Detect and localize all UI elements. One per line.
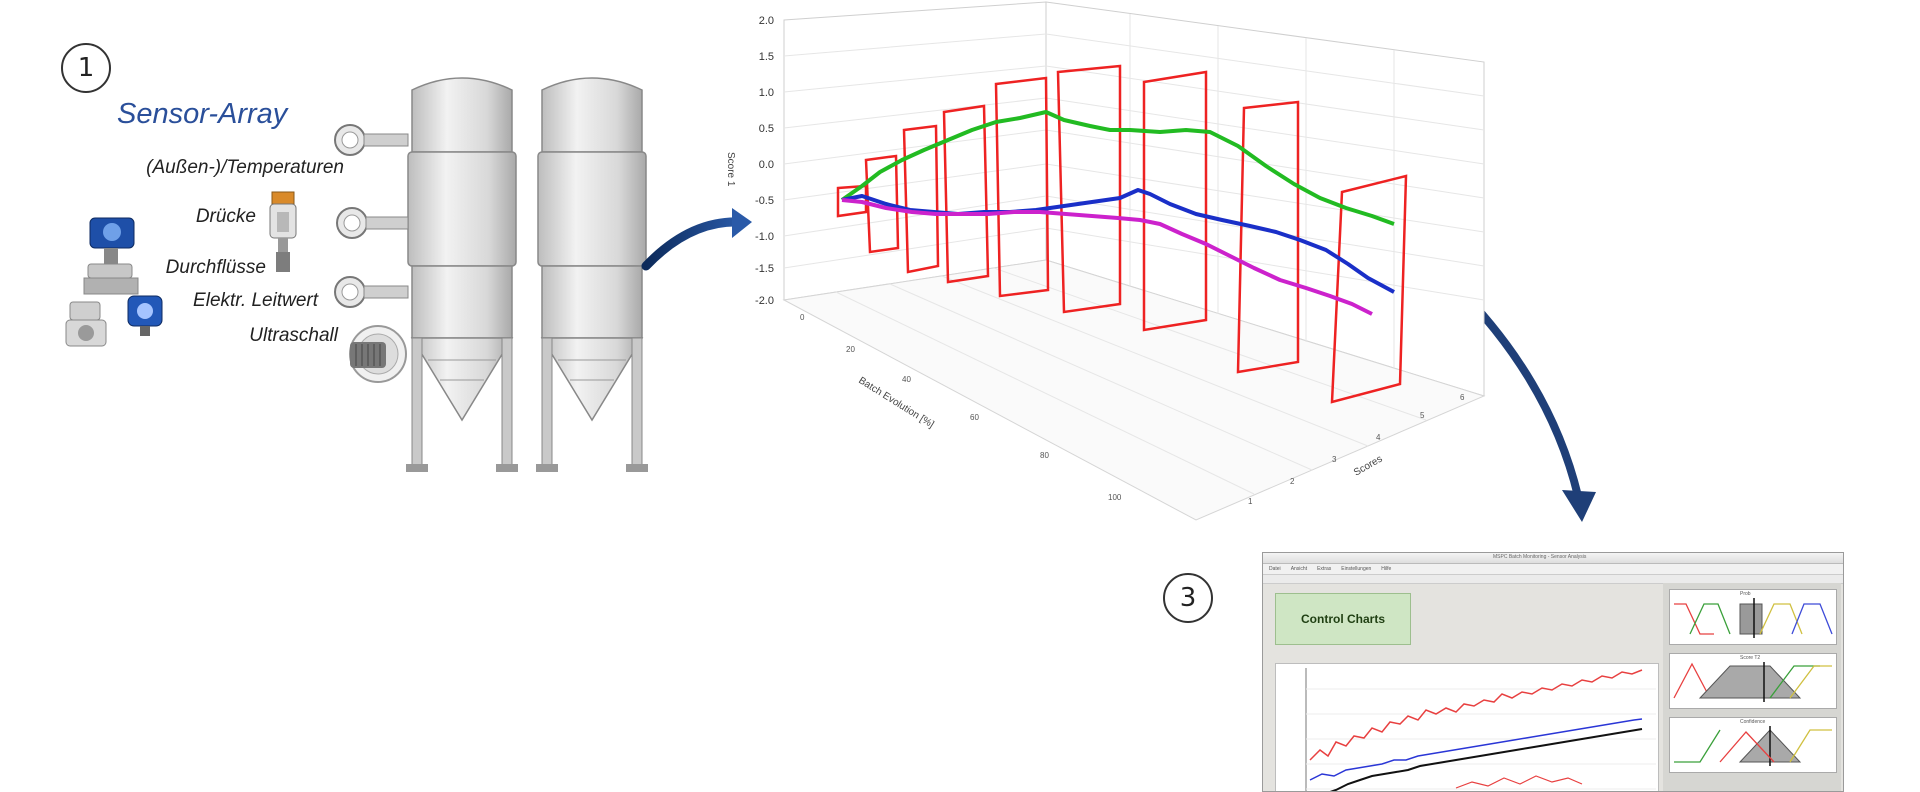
plot3d-y-axis-label: Scores xyxy=(1352,454,1384,479)
control-chart-lower-series xyxy=(1329,728,1643,791)
time-window xyxy=(1142,70,1208,332)
temperature-sensor-icon xyxy=(334,124,409,156)
app-toolbar xyxy=(1263,575,1843,584)
plot3d-y-tick: 5 xyxy=(1420,411,1425,420)
plot3d-y-tick: 6 xyxy=(1460,393,1465,402)
plot3d-z-tick: 2.0 xyxy=(759,15,774,27)
pressure-sensor-icon xyxy=(269,191,297,272)
silo-right xyxy=(536,77,648,472)
membership-panels: Prob Score T2 Confidence xyxy=(1663,583,1841,791)
time-window xyxy=(902,124,940,274)
menu-item[interactable]: Extras xyxy=(1317,566,1332,572)
plot3d-z-axis-label: Score 1 xyxy=(725,152,736,187)
sensor-array-title: Sensor-Array xyxy=(117,98,288,130)
plot3d-z-tick: -2.0 xyxy=(755,295,774,307)
plot3d-z-tick: -1.5 xyxy=(755,263,774,275)
label-flows: Durchflüsse xyxy=(165,257,266,278)
plot3d-back-wall-left xyxy=(783,1,1047,301)
control-chart-upper-series xyxy=(1309,669,1643,761)
plot3d-x-tick: 60 xyxy=(970,413,979,422)
application-window: MSPC Batch Monitoring - Sensor Analysis … xyxy=(1262,552,1844,792)
step-1-badge: 1 xyxy=(61,43,111,93)
plot3d-x-tick: 0 xyxy=(800,313,805,322)
plot3d-y-tick: 4 xyxy=(1376,433,1381,442)
flow-body-icon xyxy=(65,301,107,347)
step-3-badge: 3 xyxy=(1163,573,1213,623)
silo-left xyxy=(406,77,518,472)
step-1-number: 1 xyxy=(77,53,95,83)
plot3d-time-windows xyxy=(836,64,1408,404)
arrow-to-app-head xyxy=(1562,490,1596,522)
mini-chart-prob: Prob xyxy=(1669,589,1837,645)
label-pressures: Drücke xyxy=(195,206,256,227)
plot3d-x-tick: 80 xyxy=(1040,451,1049,460)
control-charts-label: Control Charts xyxy=(1275,593,1411,645)
time-window xyxy=(1056,64,1122,314)
mini-chart-title: Prob xyxy=(1740,591,1751,597)
plot3d-x-axis-label: Batch Evolution [%] xyxy=(856,375,936,430)
arrow-to-plot-head xyxy=(732,208,752,238)
conductivity-sensor-icon xyxy=(127,295,163,336)
plot3d: Score 1 Batch Evolution [%] Scores 2.0 1… xyxy=(725,1,1486,521)
menu-item[interactable]: Datei xyxy=(1269,566,1281,572)
plot3d-x-tick: 40 xyxy=(902,375,911,384)
control-chart-plot xyxy=(1275,663,1659,791)
mini-chart-title: Score T2 xyxy=(1740,655,1761,661)
menu-item[interactable]: Ansicht xyxy=(1290,566,1308,572)
mini-chart-confidence: Confidence xyxy=(1669,717,1837,773)
plot3d-z-tick: 0.5 xyxy=(759,123,774,135)
plot3d-z-tick: 0.0 xyxy=(759,159,774,171)
control-chart-lower-red-series xyxy=(1455,775,1583,789)
arrow-to-plot xyxy=(641,217,745,271)
time-window xyxy=(836,184,868,218)
time-window xyxy=(1330,174,1408,404)
plot3d-x-tick: 20 xyxy=(846,345,855,354)
app-window-title: MSPC Batch Monitoring - Sensor Analysis xyxy=(1493,554,1587,560)
label-temperatures: (Außen-)/Temperaturen xyxy=(146,157,344,178)
mini-chart-score: Score T2 xyxy=(1669,653,1837,709)
menu-item[interactable]: Hilfe xyxy=(1381,566,1392,572)
plot3d-y-tick: 1 xyxy=(1248,497,1253,506)
time-window xyxy=(942,104,990,284)
control-chart-middle-series xyxy=(1309,718,1643,781)
menu-item[interactable]: Einstellungen xyxy=(1341,566,1372,572)
time-window xyxy=(994,76,1050,298)
plot3d-y-tick: 3 xyxy=(1332,455,1337,464)
plot3d-y-tick: 2 xyxy=(1290,477,1295,486)
plot3d-z-tick: 1.5 xyxy=(759,51,774,63)
plot3d-floor xyxy=(782,259,1486,521)
label-conductivity: Elektr. Leitwert xyxy=(193,290,318,311)
plot3d-x-tick: 100 xyxy=(1108,493,1122,502)
time-window xyxy=(864,154,900,254)
plot3d-z-tick: -0.5 xyxy=(755,195,774,207)
mini-chart-title: Confidence xyxy=(1740,719,1766,725)
label-ultrasound: Ultraschall xyxy=(249,325,338,346)
flow-meter-icon xyxy=(83,217,139,295)
app-menubar: Datei Ansicht Extras Einstellungen Hilfe xyxy=(1263,564,1843,575)
temperature-sensor-icon xyxy=(334,276,409,308)
control-chart-svg xyxy=(1305,668,1656,791)
plot3d-z-tick: -1.0 xyxy=(755,231,774,243)
plot3d-series-green xyxy=(840,110,1395,226)
time-window xyxy=(1236,100,1300,374)
step-3-number: 3 xyxy=(1179,583,1197,613)
temperature-sensor-icon xyxy=(336,207,409,239)
ultrasound-sensor-icon xyxy=(349,325,407,383)
plot3d-z-tick: 1.0 xyxy=(759,87,774,99)
app-titlebar: MSPC Batch Monitoring - Sensor Analysis xyxy=(1263,553,1843,564)
plot3d-series-magenta xyxy=(841,198,1373,316)
